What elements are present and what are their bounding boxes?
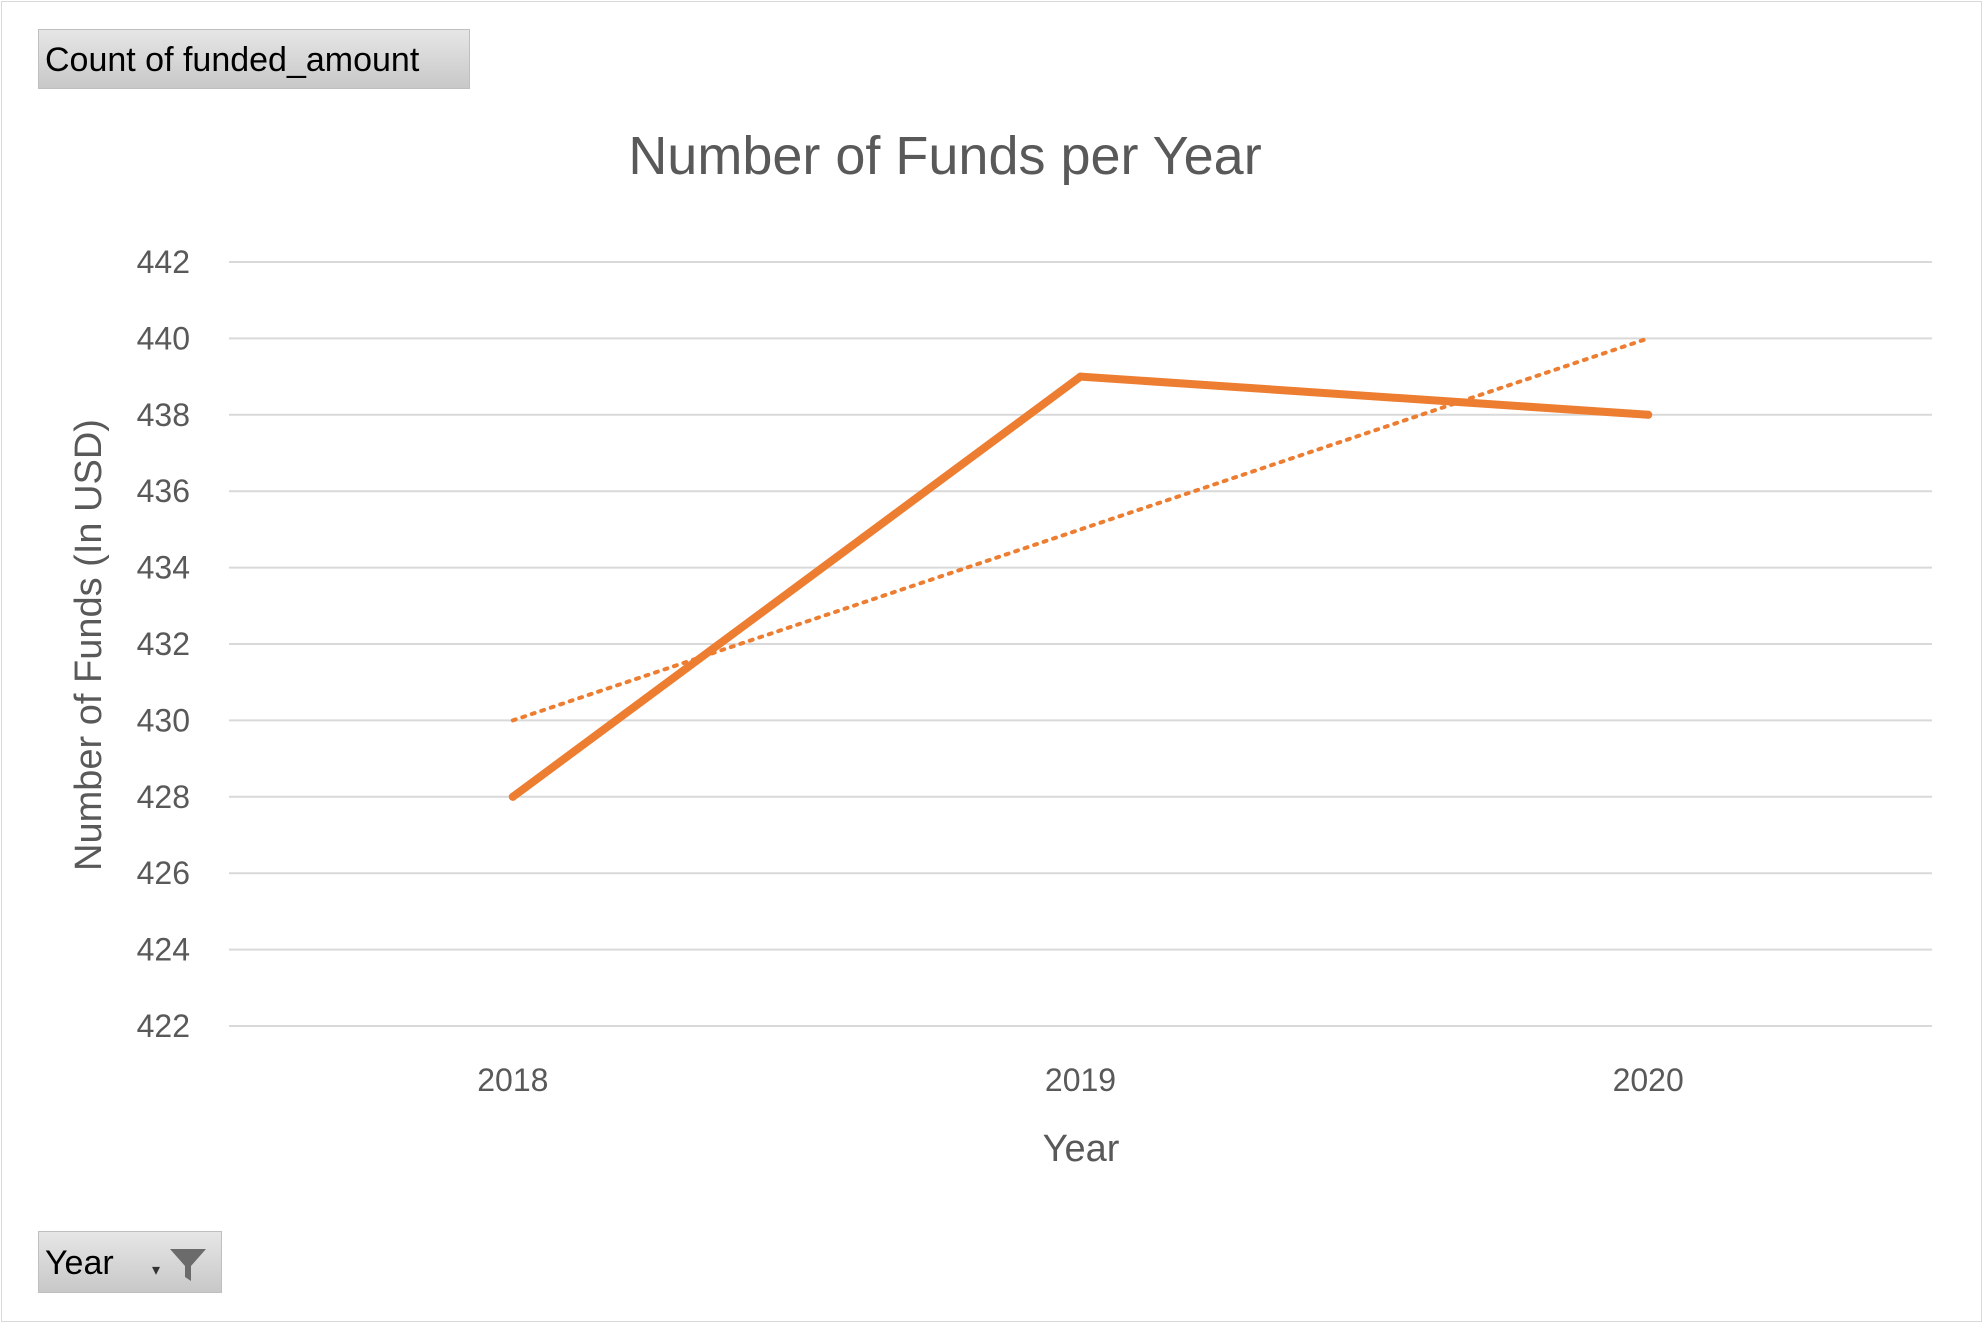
y-tick-label: 442	[137, 244, 190, 280]
gridlines	[229, 261, 1932, 1027]
y-tick-label: 436	[137, 473, 190, 509]
filter-funnel-icon[interactable]	[167, 1244, 209, 1286]
value-field-button[interactable]: Count of funded_amount	[38, 29, 470, 89]
data-point	[508, 792, 517, 801]
y-tick-label: 430	[137, 702, 190, 738]
y-tick-label: 424	[137, 932, 190, 968]
x-tick-label: 2018	[477, 1062, 548, 1098]
y-tick-label: 438	[137, 397, 190, 433]
y-tick-label: 428	[137, 779, 190, 815]
trendline	[510, 336, 1651, 723]
y-tick-label: 426	[137, 855, 190, 891]
x-tick-label: 2020	[1613, 1062, 1684, 1098]
y-tick-label: 432	[137, 626, 190, 662]
dropdown-arrow-icon[interactable]: ▾	[152, 1262, 161, 1279]
axis-field-button[interactable]: Year ▾	[38, 1231, 222, 1293]
chart-title: Number of Funds per Year	[628, 126, 1261, 186]
data-point	[1644, 410, 1653, 419]
y-tick-label: 440	[137, 320, 190, 356]
y-axis-label: Number of Funds (In USD)	[68, 419, 110, 871]
x-axis-label: Year	[1043, 1128, 1120, 1170]
axis-field-label: Year	[45, 1244, 114, 1282]
x-tick-label: 2019	[1045, 1062, 1116, 1098]
series-line	[508, 372, 1653, 801]
x-axis-ticks: 2018 2019 2020	[477, 1062, 1684, 1098]
data-point	[1076, 372, 1085, 381]
series-layer	[508, 336, 1653, 801]
y-axis-ticks: 422 424 426 428 430 432 434 436 438 440 442	[137, 244, 190, 1044]
y-tick-label: 422	[137, 1008, 190, 1044]
y-tick-label: 434	[137, 550, 190, 586]
